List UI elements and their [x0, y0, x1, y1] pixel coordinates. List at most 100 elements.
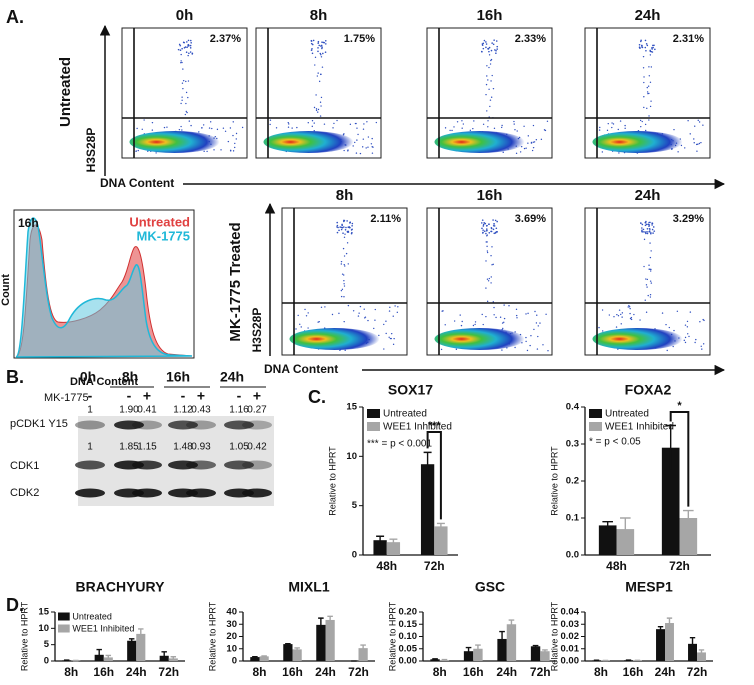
- event-dot: [178, 43, 181, 46]
- event-dot: [693, 138, 695, 140]
- event-dot: [185, 102, 187, 105]
- event-dot: [141, 128, 143, 130]
- event-dot: [493, 314, 495, 316]
- event-dot: [392, 315, 394, 317]
- event-dot: [313, 129, 315, 132]
- treatment-sign: +: [253, 388, 261, 404]
- event-dot: [702, 124, 704, 126]
- event-dot: [698, 142, 701, 145]
- event-dot: [539, 322, 541, 324]
- event-dot: [177, 48, 180, 51]
- event-dot: [232, 134, 234, 137]
- legend-swatch: [58, 612, 70, 621]
- event-dot: [693, 142, 695, 144]
- event-dot: [513, 123, 515, 125]
- event-dot: [224, 130, 227, 132]
- event-dot: [314, 64, 316, 66]
- y-tick-label: 0.00: [561, 656, 580, 667]
- event-dot: [394, 305, 396, 307]
- event-dot: [208, 127, 211, 129]
- event-dot: [136, 127, 138, 130]
- event-dot: [489, 99, 492, 101]
- x-tick-label: 72h: [348, 665, 369, 679]
- event-dot: [365, 147, 367, 149]
- event-dot: [305, 315, 308, 317]
- y-axis-label: Relative to HPRT: [549, 601, 559, 671]
- event-dot: [388, 310, 391, 312]
- event-dot: [209, 121, 212, 123]
- event-dot: [182, 41, 185, 44]
- event-dot: [482, 223, 485, 226]
- event-dot: [526, 349, 529, 352]
- event-dot: [355, 122, 357, 125]
- event-dot: [613, 316, 615, 318]
- significance-mark: ***: [428, 420, 442, 432]
- bar: [473, 648, 483, 661]
- event-dot: [185, 80, 187, 83]
- event-dot: [489, 105, 491, 108]
- event-dot: [341, 226, 344, 229]
- event-dot: [495, 227, 498, 230]
- treatment-sign: +: [197, 388, 205, 404]
- bar: [497, 638, 507, 661]
- event-dot: [179, 49, 182, 51]
- legend-label: WEE1 Inhibited: [383, 422, 452, 433]
- event-dot: [608, 314, 611, 316]
- event-dot: [202, 124, 205, 126]
- event-dot: [673, 128, 675, 131]
- bar: [358, 648, 368, 661]
- event-dot: [515, 308, 518, 311]
- error-bar: [423, 451, 432, 477]
- event-dot: [198, 131, 200, 133]
- x-tick-label: 72h: [424, 559, 445, 573]
- event-dot: [321, 47, 323, 50]
- band: [242, 460, 272, 470]
- event-dot: [342, 247, 345, 250]
- quant-label: 1.05: [229, 442, 249, 453]
- legend-label: Untreated: [605, 409, 649, 420]
- quant-label: 1.90: [119, 405, 139, 416]
- event-dot: [343, 236, 346, 238]
- event-dot: [378, 334, 380, 337]
- event-dot: [472, 127, 474, 130]
- panel-label: D.: [6, 595, 24, 615]
- x-tick-label: 8h: [433, 665, 447, 679]
- event-dot: [641, 120, 643, 123]
- error-bar: [432, 658, 438, 660]
- x-tick-label: 8h: [64, 665, 78, 679]
- event-dot: [599, 126, 601, 129]
- event-dot: [683, 339, 685, 342]
- event-dot: [317, 72, 319, 74]
- legend-swatch: [58, 624, 70, 633]
- event-dot: [235, 138, 237, 140]
- error-bar: [327, 615, 333, 624]
- event-dot: [163, 126, 166, 129]
- event-dot: [651, 222, 653, 224]
- treatment-sign: -: [88, 388, 93, 404]
- event-dot: [343, 255, 346, 257]
- event-dot: [288, 123, 290, 125]
- event-dot: [318, 44, 321, 47]
- event-dot: [481, 313, 483, 316]
- y-tick-label: 0.1: [566, 513, 580, 524]
- error-bar: [161, 651, 167, 660]
- x-tick-label: 8h: [252, 665, 266, 679]
- event-dot: [641, 230, 643, 233]
- event-dot: [453, 320, 456, 322]
- event-dot: [486, 228, 488, 230]
- event-dot: [649, 242, 651, 244]
- event-dot: [645, 49, 647, 52]
- event-dot: [493, 127, 496, 130]
- error-bar: [63, 659, 70, 661]
- event-dot: [187, 80, 190, 82]
- event-dot: [628, 304, 630, 307]
- y-tick-label: 0: [232, 656, 237, 667]
- event-dot: [640, 125, 642, 128]
- event-dot: [486, 251, 489, 254]
- event-dot: [687, 333, 689, 335]
- error-bar: [542, 649, 548, 653]
- event-dot: [181, 47, 183, 50]
- event-dot: [696, 150, 698, 152]
- event-dot: [688, 335, 690, 338]
- event-dot: [374, 319, 376, 321]
